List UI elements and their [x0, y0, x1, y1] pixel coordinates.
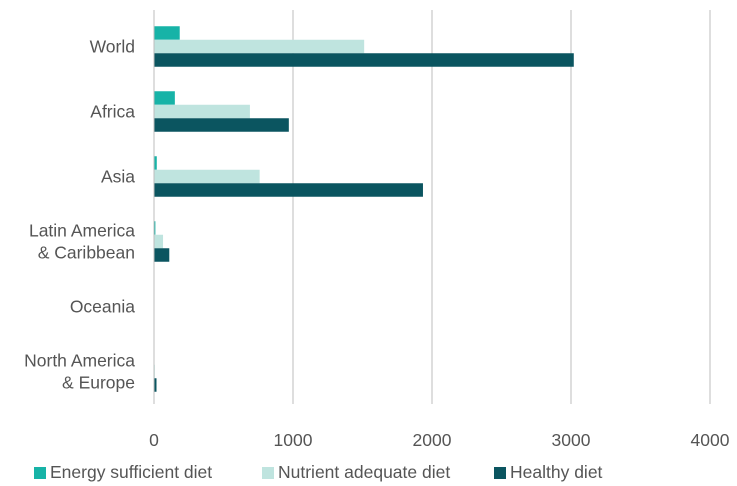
legend-item-energy: Energy sufficient diet	[34, 462, 212, 483]
legend-swatch-nutrient	[262, 466, 274, 479]
legend-item-nutrient: Nutrient adequate diet	[262, 462, 450, 483]
legend: Energy sufficient diet Nutrient adequate…	[0, 462, 737, 484]
bar-3-1	[154, 234, 164, 249]
legend-item-healthy: Healthy diet	[494, 462, 602, 483]
category-label-1: Africa	[90, 102, 135, 122]
category-label-0: World	[90, 37, 135, 57]
bar-2-1	[154, 169, 260, 184]
bar-2-0	[154, 156, 157, 170]
category-label-3-line-1: & Caribbean	[38, 243, 135, 263]
bar-3-2	[154, 248, 170, 262]
x-tick-label-4000: 4000	[691, 430, 730, 450]
category-label-5-line-1: & Europe	[62, 373, 135, 393]
bar-1-2	[154, 118, 289, 132]
x-tick-label-3000: 3000	[552, 430, 591, 450]
bar-5-2	[154, 378, 157, 392]
legend-swatch-energy	[34, 466, 46, 479]
x-tick-label-1000: 1000	[274, 430, 313, 450]
bar-1-1	[154, 104, 250, 119]
bar-0-1	[154, 39, 365, 54]
bar-chart: World Africa Asia Latin America& Caribbean O…	[24, 10, 730, 450]
bar-0-2	[154, 53, 574, 67]
bar-0-0	[154, 26, 180, 40]
bar-3-0	[154, 221, 156, 235]
bar-1-0	[154, 91, 175, 105]
legend-label-nutrient: Nutrient adequate diet	[278, 462, 451, 482]
legend-swatch-healthy	[494, 466, 506, 479]
bar-2-2	[154, 183, 423, 197]
legend-label-healthy: Healthy diet	[510, 462, 603, 482]
category-label-2: Asia	[101, 167, 135, 187]
x-tick-label-0: 0	[149, 430, 159, 450]
category-label-5-line-0: North America	[24, 351, 135, 371]
x-tick-label-2000: 2000	[413, 430, 452, 450]
category-label-4: Oceania	[70, 297, 135, 317]
legend-label-energy: Energy sufficient diet	[50, 462, 213, 482]
category-label-3-line-0: Latin America	[29, 221, 135, 241]
